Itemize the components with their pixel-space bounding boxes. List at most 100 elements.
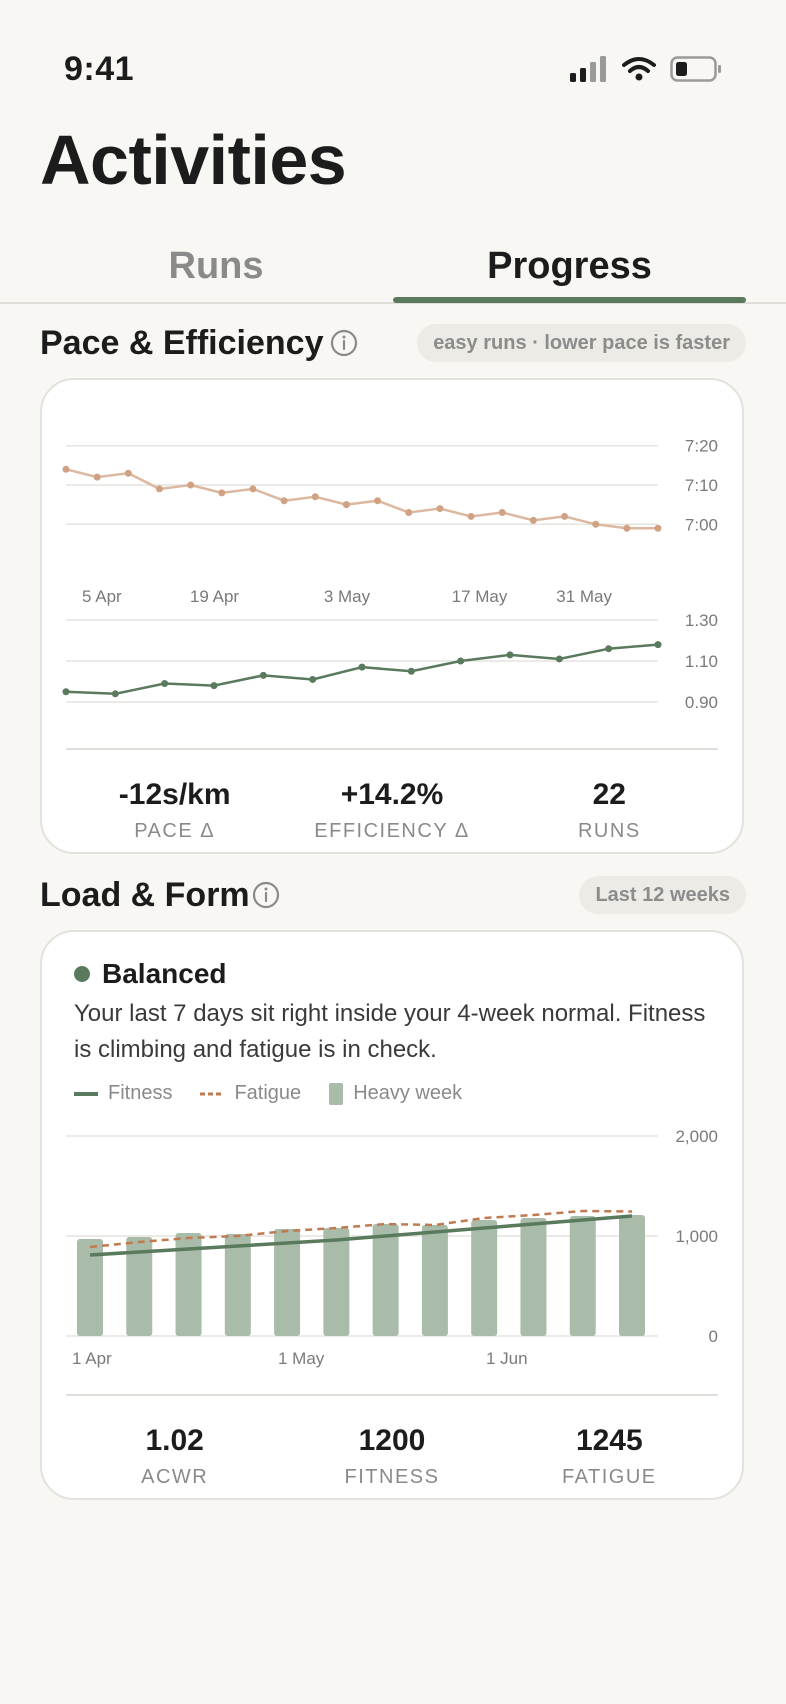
pace-x-tick-label: 17 May (452, 587, 508, 606)
tab-progress[interactable]: Progress (487, 244, 652, 287)
stat-label: RUNS (577, 820, 641, 842)
pace-point (436, 505, 444, 513)
pace-point (529, 516, 537, 524)
stat-value: -12s/km (118, 778, 231, 811)
fatigue-line (89, 1209, 633, 1249)
legend-label: Fatigue (234, 1082, 302, 1104)
load-range-pill: Last 12 weeks (579, 876, 746, 914)
load-stats: 1.02 ACWR 1200 FITNESS 1245 FATIGUE (66, 1394, 718, 1500)
pace-point (623, 524, 631, 532)
heavy-week-bar (372, 1224, 399, 1336)
pace-info-icon[interactable] (330, 329, 358, 357)
pace-delta-stat: -12s/km PACE Δ (66, 750, 283, 854)
pace-point (654, 524, 662, 532)
efficiency-point (605, 645, 613, 653)
heavy-week-bar (569, 1216, 596, 1336)
wifi-icon (622, 57, 656, 81)
pace-y-tick-label: 7:00 (685, 515, 718, 534)
pace-point (249, 485, 257, 493)
load-x-tick-label: 1 Jun (486, 1349, 528, 1368)
pace-y-tick-label: 7:20 (685, 437, 718, 456)
status-time: 9:41 (64, 50, 135, 88)
load-y-tick-label: 1,000 (675, 1227, 718, 1246)
pace-point (374, 497, 382, 505)
efficiency-point (555, 655, 563, 663)
status-dot (74, 966, 90, 982)
heavy-week-bar (520, 1218, 547, 1336)
stat-value: 22 (592, 778, 626, 811)
load-form-chart: 2,000 1,000 0 1 Apr 1 May 1 Jun (66, 1127, 718, 1368)
pace-point (187, 481, 195, 489)
fatigue-stat: 1245 FATIGUE (501, 1396, 718, 1500)
efficiency-point (259, 671, 267, 679)
efficiency-point (358, 663, 366, 671)
legend-label: Fitness (108, 1082, 173, 1104)
stat-label: PACE Δ (134, 820, 216, 842)
pace-point (62, 465, 70, 473)
pace-x-tick-label: 31 May (556, 587, 612, 606)
efficiency-point (210, 682, 218, 690)
pace-point (155, 485, 163, 493)
page-title: Activities (40, 121, 347, 199)
heavy-week-bar (323, 1228, 350, 1336)
stat-label: FATIGUE (562, 1466, 657, 1488)
heavy-week-bar-icon (329, 1082, 344, 1105)
efficiency-point (654, 641, 662, 649)
heavy-week-bar (224, 1234, 251, 1336)
load-form-card: Balanced Your last 7 days sit right insi… (40, 930, 744, 1500)
load-x-tick-label: 1 May (278, 1349, 325, 1368)
pace-point (93, 473, 101, 481)
pace-stats: -12s/km PACE Δ +14.2% EFFICIENCY Δ 22 RU… (66, 748, 718, 854)
load-info-icon[interactable] (252, 881, 280, 909)
efficiency-point (457, 657, 465, 665)
acwr-stat: 1.02 ACWR (66, 1396, 283, 1500)
pace-point (218, 489, 226, 497)
cellular-signal-icon (570, 56, 606, 82)
form-status: Balanced (74, 958, 227, 990)
efficiency-point (111, 690, 119, 698)
efficiency-y-tick-label: 1.10 (685, 652, 718, 671)
runs-count-stat: 22 RUNS (501, 750, 718, 854)
fatigue-dashed-line-icon (200, 1092, 225, 1095)
stat-value: 1200 (358, 1424, 426, 1457)
heavy-week-bar (421, 1225, 448, 1336)
stat-label: EFFICIENCY Δ (314, 820, 470, 842)
pace-point (311, 493, 319, 501)
legend-item-fatigue: Fatigue (200, 1082, 301, 1105)
status-bar: 9:41 (0, 0, 786, 110)
pace-line (65, 468, 658, 530)
active-tab-indicator (393, 297, 746, 303)
pace-point (467, 512, 475, 520)
load-x-tick-label: 1 Apr (72, 1349, 112, 1368)
tab-runs[interactable]: Runs (168, 244, 264, 287)
heavy-week-bar (619, 1215, 645, 1336)
legend-item-heavy-week: Heavy week (329, 1082, 462, 1105)
stat-value: 1245 (575, 1424, 643, 1457)
stat-label: FITNESS (344, 1466, 440, 1488)
pace-efficiency-chart: 7:20 7:10 7:00 5 Apr 19 Apr 3 May 17 May 31 May… (62, 437, 718, 712)
stat-value: +14.2% (340, 778, 444, 811)
tab-bar: Runs Progress (0, 230, 786, 304)
efficiency-y-tick-label: 0.90 (685, 693, 718, 712)
pace-section-header: Pace & Efficiency easy runs · lower pace… (40, 318, 746, 368)
heavy-week-bar (471, 1220, 498, 1336)
load-section-title: Load & Form (40, 876, 250, 914)
form-status-description: Your last 7 days sit right inside your 4… (74, 1000, 706, 1063)
pace-point (405, 509, 413, 516)
heavy-week-bar (274, 1229, 301, 1336)
pace-section-title: Pace & Efficiency (40, 324, 324, 362)
chart-legend: Fitness Fatigue Heavy week (74, 1082, 462, 1105)
efficiency-point (407, 667, 415, 675)
heavy-week-bar (77, 1239, 103, 1336)
pace-point (124, 469, 132, 477)
stat-value: 1.02 (145, 1424, 204, 1457)
pace-x-tick-label: 5 Apr (82, 587, 122, 606)
pace-x-tick-label: 19 Apr (190, 587, 239, 606)
pace-y-tick-label: 7:10 (685, 476, 718, 495)
pace-point (592, 520, 600, 528)
load-y-tick-label: 2,000 (675, 1127, 718, 1146)
efficiency-delta-stat: +14.2% EFFICIENCY Δ (283, 750, 500, 854)
pace-point (280, 497, 288, 505)
legend-label: Heavy week (353, 1082, 463, 1104)
fitness-line (89, 1214, 633, 1257)
